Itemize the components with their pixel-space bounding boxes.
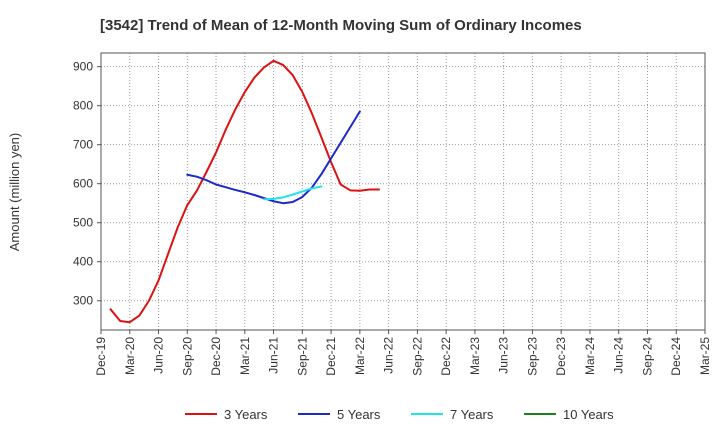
y-tick-label: 300 (73, 294, 93, 308)
x-tick-label: Jun-23 (497, 337, 511, 374)
legend-label-5-years: 5 Years (337, 407, 381, 422)
x-tick-label: Mar-21 (238, 337, 252, 375)
x-tick-label: Dec-24 (669, 337, 683, 376)
grid-lines (101, 53, 705, 330)
y-tick-label: 400 (73, 255, 93, 269)
y-tick-label: 500 (73, 216, 93, 230)
legend-label-10-years: 10 Years (563, 407, 614, 422)
x-tick-label: Dec-20 (209, 337, 223, 376)
series-line-7-years (262, 185, 323, 201)
x-tick-label: Jun-20 (152, 337, 166, 374)
x-tick-label: Mar-24 (583, 337, 597, 375)
series-line-5-years (186, 110, 361, 205)
y-tick-label: 600 (73, 177, 93, 191)
x-tick-label: Mar-25 (698, 337, 712, 375)
x-tick-label: Sep-24 (640, 337, 654, 376)
plot-area (100, 52, 706, 331)
x-axis: Dec-19 Mar-20 Jun-20 Sep-20 Dec-20 Mar-21 Jun-… (94, 330, 712, 376)
y-tick-label: 800 (73, 99, 93, 113)
x-tick-label: Sep-20 (180, 337, 194, 376)
x-tick-label: Jun-22 (382, 337, 396, 374)
x-tick-label: Jun-24 (612, 337, 626, 374)
x-tick-label: Jun-21 (267, 337, 281, 374)
series-line-3-years (109, 59, 381, 324)
legend: 3 Years 5 Years 7 Years 10 Years (185, 407, 614, 422)
x-tick-label: Sep-23 (525, 337, 539, 376)
x-tick-label: Mar-22 (353, 337, 367, 375)
x-tick-label: Dec-21 (324, 337, 338, 376)
chart-title: [3542] Trend of Mean of 12-Month Moving … (100, 17, 582, 34)
x-tick-label: Sep-21 (295, 337, 309, 376)
x-tick-label: Mar-20 (123, 337, 137, 375)
x-tick-label: Sep-22 (410, 337, 424, 376)
y-axis-label: Amount (million yen) (7, 133, 22, 252)
x-tick-label: Mar-23 (468, 337, 482, 375)
series-lines (109, 59, 381, 324)
x-tick-label: Dec-19 (94, 337, 108, 376)
y-tick-label: 900 (73, 60, 93, 74)
x-tick-label: Dec-23 (554, 337, 568, 376)
x-tick-label: Dec-22 (439, 337, 453, 376)
y-tick-label: 700 (73, 138, 93, 152)
legend-label-3-years: 3 Years (224, 407, 268, 422)
legend-label-7-years: 7 Years (450, 407, 494, 422)
y-axis: 300 400 500 600 700 800 900 (73, 60, 101, 308)
